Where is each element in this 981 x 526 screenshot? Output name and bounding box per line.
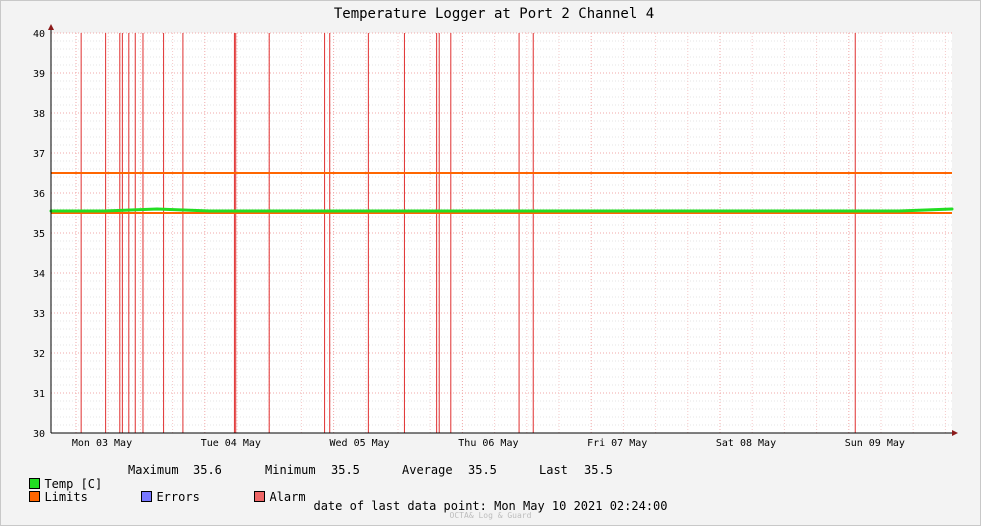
legend-temp: Temp [C]	[15, 463, 102, 491]
y-tick-label: 37	[33, 149, 45, 160]
temp-point	[473, 209, 477, 213]
temp-point	[950, 207, 954, 211]
x-tick-labels: Mon 03 May Tue 04 May Wed 05 May Thu 06 May…	[72, 438, 905, 449]
y-tick-label: 39	[33, 69, 45, 80]
x-tick-label: Thu 06 May	[458, 438, 518, 449]
x-axis-arrow	[952, 430, 958, 436]
temp-point	[314, 209, 318, 213]
temp-point	[261, 209, 265, 213]
temp-point	[738, 209, 742, 213]
last-label: Last	[539, 463, 568, 477]
y-tick-label: 40	[33, 29, 45, 40]
temp-series	[49, 207, 954, 213]
last-point-label: date of last data point:	[313, 499, 487, 513]
maximum-value: 35.6	[193, 463, 222, 477]
y-tick-label: 36	[33, 189, 45, 200]
axes	[48, 24, 958, 436]
average-label: Average	[402, 463, 453, 477]
y-tick-label: 32	[33, 349, 45, 360]
temp-point	[420, 209, 424, 213]
last-point-value: Mon May 10 2021 02:24:00	[494, 499, 668, 513]
x-tick-label: Sat 08 May	[716, 438, 776, 449]
temp-point	[208, 209, 212, 213]
temp-point	[526, 209, 530, 213]
minimum-value: 35.5	[331, 463, 360, 477]
legend-alarm: Alarm	[240, 476, 306, 504]
legend-limits: Limits	[15, 476, 88, 504]
y-tick-label: 38	[33, 109, 45, 120]
y-tick-label: 34	[33, 269, 45, 280]
x-tick-label: Wed 05 May	[329, 438, 389, 449]
last-data-point: date of last data point: Mon May 10 2021…	[0, 499, 981, 513]
y-tick-label: 33	[33, 309, 45, 320]
legend-errors: Errors	[127, 476, 200, 504]
x-tick-label: Fri 07 May	[587, 438, 647, 449]
minimum-label: Minimum	[265, 463, 316, 477]
y-tick-label: 31	[33, 389, 45, 400]
watermark: OCTA& Log & Guard	[449, 511, 532, 520]
temp-point	[844, 209, 848, 213]
temp-point	[579, 209, 583, 213]
limit-lines	[51, 172, 952, 214]
alarm-lines	[80, 33, 856, 433]
temp-point	[155, 207, 159, 211]
x-tick-label: Tue 04 May	[201, 438, 261, 449]
last-value: 35.5	[584, 463, 613, 477]
temp-line	[51, 207, 953, 213]
legend-errors-label: Errors	[156, 490, 200, 504]
limits-swatch	[29, 491, 41, 502]
temp-point	[632, 209, 636, 213]
legend-temp-label: Temp [C]	[44, 477, 103, 491]
temp-swatch	[29, 478, 41, 489]
average-value: 35.5	[468, 463, 497, 477]
x-tick-label: Sun 09 May	[845, 438, 905, 449]
errors-swatch	[141, 491, 153, 502]
maximum-label: Maximum	[128, 463, 179, 477]
temp-point	[791, 209, 795, 213]
temp-point	[102, 209, 106, 213]
y-axis-arrow	[48, 24, 54, 30]
y-tick-label: 35	[33, 229, 45, 240]
temp-point	[367, 209, 371, 213]
temp-point	[685, 209, 689, 213]
y-tick-labels: 30 31 32 33 34 35 36 37 38 39 40	[33, 29, 45, 440]
x-tick-label: Mon 03 May	[72, 438, 132, 449]
y-tick-label: 30	[33, 429, 45, 440]
legend-alarm-label: Alarm	[269, 490, 306, 504]
chart-title: Temperature Logger at Port 2 Channel 4	[334, 6, 654, 22]
legend-limits-label: Limits	[44, 490, 88, 504]
alarm-swatch	[254, 491, 266, 502]
temp-point	[897, 209, 901, 213]
